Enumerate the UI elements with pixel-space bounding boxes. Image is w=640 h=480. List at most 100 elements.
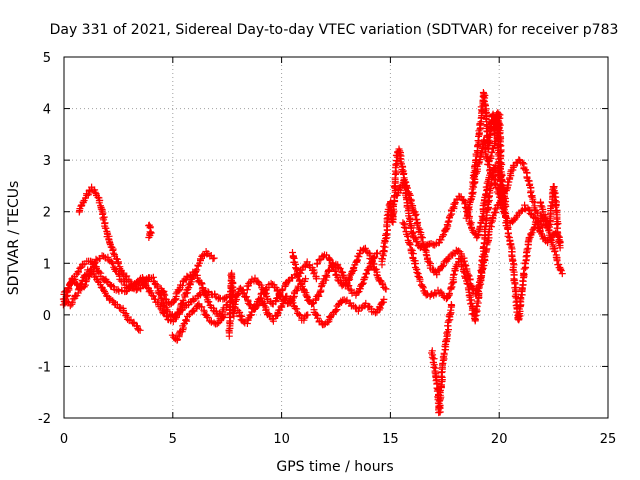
data-point: [501, 208, 508, 216]
data-point: [444, 255, 452, 263]
data-point: [520, 269, 528, 277]
y-axis-label: SDTVAR / TECUs: [6, 181, 22, 296]
data-point: [382, 230, 390, 238]
data-point: [553, 257, 561, 265]
data-point: [222, 301, 230, 309]
y-tick-label: 1: [43, 257, 51, 272]
data-point: [163, 306, 171, 314]
plot-frame: [63, 56, 609, 419]
data-point: [352, 303, 360, 311]
data-point: [528, 229, 536, 237]
data-point: [527, 230, 535, 238]
data-point: [471, 312, 479, 320]
data-point: [478, 149, 486, 157]
data-point: [205, 298, 213, 306]
data-point: [196, 290, 204, 298]
data-point: [95, 268, 103, 276]
data-point: [463, 280, 471, 288]
data-point: [289, 249, 296, 256]
data-point: [442, 226, 450, 234]
data-point: [520, 265, 528, 273]
data-point: [304, 311, 312, 319]
x-tick-label: 10: [273, 432, 290, 447]
data-point: [240, 318, 248, 326]
data-point: [529, 197, 537, 205]
y-tick-label: 4: [43, 103, 51, 118]
data-point: [440, 231, 448, 239]
data-point: [556, 244, 564, 252]
y-tick-label: 0: [43, 309, 51, 324]
data-point: [343, 280, 351, 288]
data-point: [525, 177, 533, 185]
data-point: [100, 216, 108, 224]
data-point: [78, 202, 86, 210]
data-point: [425, 258, 433, 266]
data-point: [416, 277, 424, 285]
data-point: [403, 184, 411, 192]
data-point: [539, 223, 547, 231]
data-point: [92, 272, 100, 280]
chart-title: Day 331 of 2021, Sidereal Day-to-day VTE…: [50, 22, 619, 38]
data-point: [389, 201, 397, 209]
data-point: [413, 237, 421, 245]
data-point: [326, 314, 334, 322]
data-point: [382, 285, 390, 293]
x-tick-label: 25: [600, 432, 617, 447]
data-point: [194, 301, 202, 309]
data-point: [73, 280, 80, 288]
data-point: [440, 349, 448, 357]
data-point: [497, 172, 505, 180]
data-point: [437, 288, 445, 296]
data-point: [430, 363, 438, 371]
data-point: [511, 215, 519, 223]
data-point: [76, 264, 84, 272]
data-point: [515, 313, 523, 321]
data-point: [465, 292, 473, 300]
data-point: [122, 312, 130, 320]
data-point: [411, 234, 419, 241]
data-point: [148, 291, 156, 299]
data-point: [259, 286, 267, 293]
data-point: [295, 272, 303, 280]
x-tick-label: 5: [169, 432, 177, 447]
data-point: [78, 276, 86, 284]
data-point: [167, 312, 175, 320]
data-point: [244, 315, 252, 323]
data-point: [147, 228, 155, 236]
data-point: [431, 241, 439, 249]
y-tick-label: 5: [43, 51, 51, 66]
data-point: [312, 275, 320, 283]
data-point: [438, 369, 445, 376]
data-point: [289, 299, 297, 307]
data-point: [302, 275, 310, 283]
data-point: [80, 283, 88, 291]
data-point: [153, 284, 161, 292]
y-tick-label: 2: [43, 206, 51, 221]
data-point: [402, 178, 410, 186]
data-point: [372, 309, 379, 317]
data-point: [504, 232, 512, 240]
data-point: [436, 387, 444, 395]
data-point: [461, 200, 469, 208]
data-point: [477, 103, 485, 111]
data-point: [527, 192, 535, 200]
data-point: [519, 277, 527, 285]
data-point: [361, 273, 369, 281]
data-point: [145, 234, 153, 241]
data-point: [202, 292, 210, 300]
data-point: [444, 218, 452, 226]
data-point: [136, 326, 144, 334]
data-point: [556, 266, 564, 274]
data-point: [109, 249, 117, 257]
data-point: [305, 296, 313, 304]
data-point: [551, 197, 559, 205]
data-point: [359, 280, 366, 288]
data-point: [160, 290, 168, 298]
data-point: [102, 224, 110, 232]
data-point: [437, 236, 445, 244]
data-point: [108, 243, 116, 251]
data-point: [441, 342, 449, 350]
data-point: [502, 203, 510, 211]
data-point: [554, 232, 562, 240]
data-point: [447, 301, 455, 309]
